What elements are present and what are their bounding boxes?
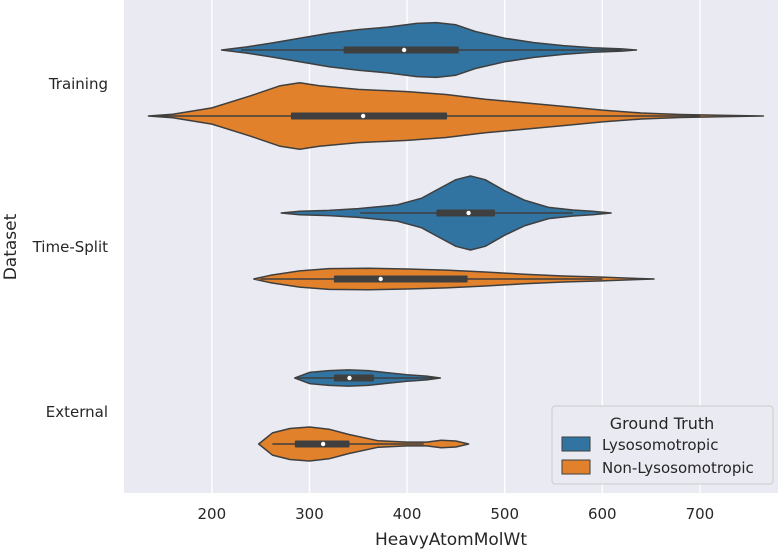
- y-tick-label-training: Training: [48, 75, 108, 93]
- legend-box: [551, 405, 774, 485]
- x-axis-label: HeavyAtomMolWt: [375, 530, 527, 550]
- y-tick-label-time-split: Time-Split: [32, 238, 108, 256]
- legend-label-lysosomotropic: Lysosomotropic: [602, 436, 718, 454]
- median-marker-external-non-lysosomotropic: [320, 441, 326, 447]
- iqr-box-training-lysosomotropic: [343, 46, 459, 54]
- iqr-box-external-lysosomotropic: [333, 374, 374, 382]
- median-marker-training-non-lysosomotropic: [360, 113, 366, 119]
- y-axis-label: Dataset: [1, 213, 21, 280]
- iqr-box-time-split-lysosomotropic: [436, 209, 495, 217]
- x-tick-labels: 200 300 400 500 600 700: [198, 505, 715, 523]
- x-tick-label-200: 200: [198, 505, 227, 523]
- median-marker-time-split-non-lysosomotropic: [378, 276, 383, 282]
- y-tick-labels: Training Time-Split External: [32, 75, 108, 421]
- median-marker-external-lysosomotropic: [347, 375, 352, 381]
- x-tick-label-300: 300: [295, 505, 324, 523]
- legend-swatch-lysosomotropic: [561, 436, 591, 452]
- violins: [147, 21, 765, 462]
- legend: Ground Truth Lysosomotropic Non-Lysosomo…: [551, 405, 774, 485]
- y-tick-label-external: External: [46, 403, 108, 421]
- x-tick-label-700: 700: [686, 505, 715, 523]
- median-marker-time-split-lysosomotropic: [466, 210, 471, 216]
- iqr-box-training-non-lysosomotropic: [290, 112, 448, 120]
- legend-title: Ground Truth: [610, 414, 715, 433]
- x-tick-label-500: 500: [490, 505, 519, 523]
- x-tick-label-600: 600: [588, 505, 617, 523]
- legend-label-non-lysosomotropic: Non-Lysosomotropic: [602, 459, 754, 477]
- median-marker-training-lysosomotropic: [401, 47, 407, 53]
- iqr-box-time-split-non-lysosomotropic: [333, 275, 468, 283]
- x-tick-label-400: 400: [393, 505, 422, 523]
- legend-swatch-non-lysosomotropic: [561, 459, 591, 475]
